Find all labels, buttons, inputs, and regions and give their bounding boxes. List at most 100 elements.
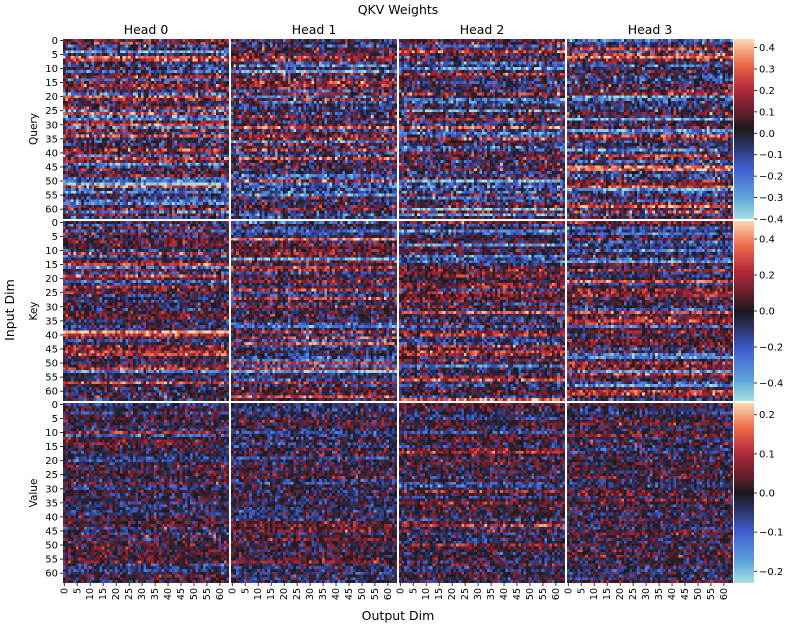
y-tick-label: 45 xyxy=(45,162,58,173)
x-tick-label: 15 xyxy=(98,588,109,600)
heatmap-value-head-3 xyxy=(567,403,733,583)
head-title: Head 1 xyxy=(292,22,337,37)
colorbar-tick-label: −0.2 xyxy=(759,567,783,578)
y-axis-label: Input Dim xyxy=(2,279,17,341)
x-tick-label: 30 xyxy=(305,588,316,600)
y-tick-label: 35 xyxy=(45,134,58,145)
x-tick-label: 35 xyxy=(150,588,161,600)
heatmap-value-head-0 xyxy=(63,403,229,583)
y-tick-label: 0 xyxy=(52,400,58,411)
heatmap-key-head-2 xyxy=(399,221,565,401)
heatmap-query-head-2 xyxy=(399,39,565,219)
y-tick-label: 0 xyxy=(52,218,58,229)
x-tick-label: 40 xyxy=(331,588,342,600)
y-tick-label: 20 xyxy=(45,274,58,285)
colorbar-tick-label: 0.0 xyxy=(759,489,775,500)
y-tick-label: 35 xyxy=(45,498,58,509)
x-tick-label: 30 xyxy=(473,588,484,600)
x-tick-label: 10 xyxy=(421,588,432,600)
head-title: Head 0 xyxy=(124,22,169,37)
colorbar-gradient xyxy=(734,221,754,401)
x-tick-label: 45 xyxy=(680,588,691,600)
x-tick-label: 10 xyxy=(253,588,264,600)
y-tick-label: 15 xyxy=(45,442,58,453)
y-tick-label: 55 xyxy=(45,191,58,202)
x-tick-label: 30 xyxy=(641,588,652,600)
x-tick-label: 50 xyxy=(693,588,704,600)
x-tick-label: 35 xyxy=(318,588,329,600)
x-tick-label: 25 xyxy=(460,588,471,600)
heatmap-cells xyxy=(63,403,229,583)
x-tick-label: 25 xyxy=(292,588,303,600)
colorbar-tick-label: −0.1 xyxy=(759,150,783,161)
x-tick-label: 20 xyxy=(279,588,290,600)
y-tick-label: 25 xyxy=(45,470,58,481)
colorbar-tick-label: −0.2 xyxy=(759,343,783,354)
colorbar-tick-label: 0.2 xyxy=(759,410,775,421)
colorbar-tick-label: 0.4 xyxy=(759,43,775,54)
heatmap-cells xyxy=(567,403,733,583)
colorbar-tick-label: −0.4 xyxy=(759,379,783,390)
y-tick-label: 30 xyxy=(45,302,58,313)
x-tick-label: 50 xyxy=(525,588,536,600)
y-tick-label: 15 xyxy=(45,78,58,89)
y-tick-label: 5 xyxy=(52,232,58,243)
y-tick-label: 30 xyxy=(45,484,58,495)
colorbar-tick-label: 0.2 xyxy=(759,271,775,282)
y-tick-label: 50 xyxy=(45,541,58,552)
x-tick-label: 55 xyxy=(202,588,213,600)
y-tick-label: 45 xyxy=(45,526,58,537)
y-tick-label: 50 xyxy=(45,177,58,188)
colorbar-value: −0.2 −0.1 0.0 0.1 0.2 xyxy=(734,403,783,583)
colorbar-tick-label: 0.3 xyxy=(759,65,775,76)
x-tick-label: 0 xyxy=(59,588,70,594)
y-tick-label: 60 xyxy=(45,387,58,398)
heatmap-cells xyxy=(63,39,229,219)
row-label-value: Value xyxy=(28,479,40,508)
x-tick-label: 55 xyxy=(706,588,717,600)
y-tick-label: 35 xyxy=(45,316,58,327)
heatmap-cells xyxy=(567,221,733,401)
heatmap-cells xyxy=(231,39,397,219)
heatmap-cells xyxy=(567,39,733,219)
y-tick-label: 25 xyxy=(45,288,58,299)
x-tick-label: 0 xyxy=(395,588,406,594)
x-tick-label: 35 xyxy=(486,588,497,600)
x-tick-label: 0 xyxy=(227,588,238,594)
y-tick-label: 25 xyxy=(45,106,58,117)
colorbar-tick-label: 0.4 xyxy=(759,235,775,246)
y-tick-label: 40 xyxy=(45,148,58,159)
heatmap-query-head-1 xyxy=(231,39,397,219)
colorbar-tick-label: 0.1 xyxy=(759,107,775,118)
y-tick-label: 10 xyxy=(45,64,58,75)
colorbar-tick-label: 0.1 xyxy=(759,449,775,460)
row-label-query: Query xyxy=(28,113,40,145)
colorbar-query: −0.4 −0.3 −0.2 −0.1 0.0 0.1 0.2 0.3 0.4 xyxy=(734,39,783,226)
x-tick-label: 45 xyxy=(344,588,355,600)
x-tick-label: 40 xyxy=(499,588,510,600)
heatmap-key-head-1 xyxy=(231,221,397,401)
colorbars: −0.4 −0.3 −0.2 −0.1 0.0 0.1 0.2 0.3 0.4 −0.4 −0.2 0… xyxy=(734,39,783,583)
x-tick-label: 5 xyxy=(408,588,419,594)
heatmap-query-head-0 xyxy=(63,39,229,219)
y-tick-label: 10 xyxy=(45,428,58,439)
x-tick-label: 10 xyxy=(85,588,96,600)
x-axis-label: Output Dim xyxy=(362,608,435,623)
colorbar-gradient xyxy=(734,403,754,583)
colorbar-gradient xyxy=(734,39,754,219)
y-tick-label: 40 xyxy=(45,512,58,523)
y-tick-label: 40 xyxy=(45,330,58,341)
heatmap-cells xyxy=(231,221,397,401)
y-tick-label: 45 xyxy=(45,344,58,355)
heatmap-cells xyxy=(399,39,565,219)
colorbar-tick-label: 0.0 xyxy=(759,307,775,318)
heatmap-key-head-3 xyxy=(567,221,733,401)
heatmap-value-head-1 xyxy=(231,403,397,583)
x-tick-label: 45 xyxy=(176,588,187,600)
colorbar-tick-label: −0.3 xyxy=(759,193,783,204)
x-tick-label: 15 xyxy=(266,588,277,600)
colorbar-tick-label: −0.4 xyxy=(759,215,783,226)
x-tick-label: 25 xyxy=(124,588,135,600)
heatmap-query-head-3 xyxy=(567,39,733,219)
x-tick-label: 40 xyxy=(667,588,678,600)
